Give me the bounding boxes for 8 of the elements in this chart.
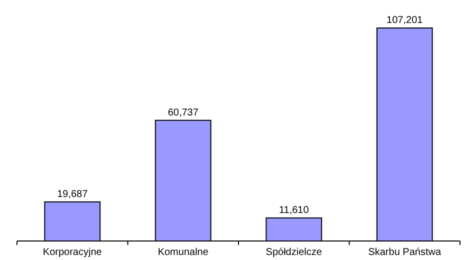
x-tick-label: Komunalne [158, 247, 209, 258]
data-label: 60,737 [168, 107, 199, 118]
data-label: 107,201 [386, 15, 424, 26]
data-label: 19,687 [57, 188, 88, 200]
x-tick-label: Spółdzielcze [266, 247, 322, 258]
x-tick-label: Korporacyjne [42, 247, 102, 258]
data-label: 11,610 [278, 204, 310, 216]
x-tick-label: Skarbu Państwa [368, 247, 442, 258]
